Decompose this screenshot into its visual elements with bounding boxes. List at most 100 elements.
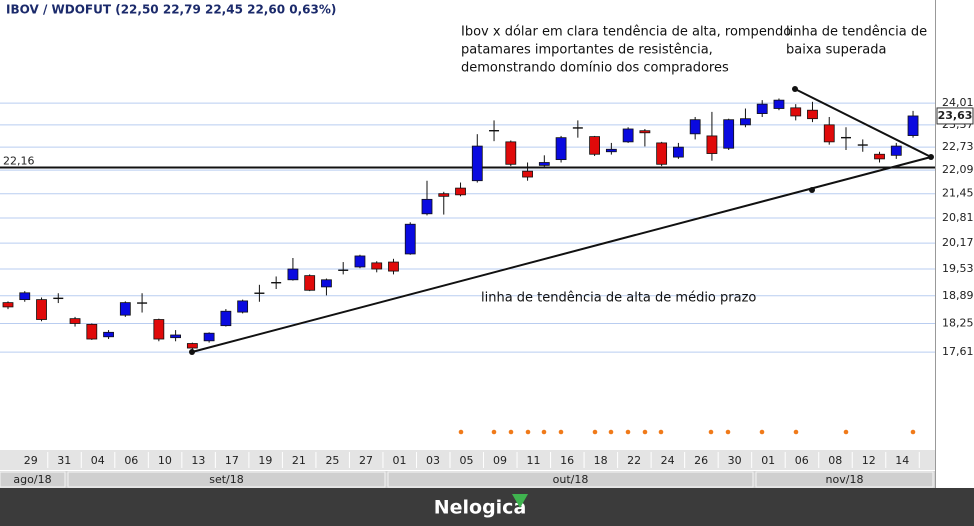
last-price-label: 23,63 (938, 109, 973, 122)
candle-body (103, 331, 114, 338)
brand-logo (512, 494, 528, 508)
x-tick-label: 10 (158, 454, 172, 467)
y-tick-label: 18,89 (942, 289, 974, 302)
candle-body (119, 302, 131, 316)
month-label: nov/18 (826, 473, 864, 486)
candle-body (773, 99, 785, 109)
month-cell (0, 471, 66, 488)
y-tick-label: 20,17 (942, 236, 974, 249)
candle-body (622, 128, 634, 143)
candle-body (689, 119, 701, 135)
y-tick-label: 17,61 (942, 345, 974, 358)
candle-body (522, 170, 533, 178)
x-tick-label: 26 (694, 454, 708, 467)
x-tick-label: 09 (493, 454, 507, 467)
annotation: linha de tendência de (786, 25, 927, 40)
x-tick-label: 21 (292, 454, 306, 467)
annotation: linha de tendência de alta de médio praz… (481, 291, 756, 306)
x-tick-label: 08 (828, 454, 842, 467)
candle-body (706, 135, 718, 154)
y-tick-label: 22,73 (942, 140, 974, 153)
candle-body (605, 148, 617, 153)
candle-body (371, 262, 383, 270)
candle-body (471, 145, 483, 182)
candle-body (321, 279, 332, 288)
x-tick-label: 03 (426, 454, 440, 467)
month-cell (755, 471, 934, 488)
y-tick-label: 22,09 (942, 163, 974, 176)
candle-body (723, 119, 735, 149)
x-tick-label: 27 (359, 454, 373, 467)
month-label: out/18 (553, 473, 589, 486)
x-tick-label: 22 (627, 454, 641, 467)
x-tick-label: 06 (124, 454, 138, 467)
x-tick-label: 01 (761, 454, 775, 467)
candle-body (890, 145, 902, 156)
signals (458, 429, 916, 435)
annotation: demonstrando domínio dos compradores (461, 61, 729, 76)
candle-body (907, 115, 919, 136)
candle-body (19, 292, 31, 301)
trend-line-down (794, 88, 932, 158)
candle-body (153, 319, 165, 340)
trend-point (809, 187, 815, 193)
candle-body (237, 300, 249, 313)
trend-point (928, 154, 934, 160)
month-cell (67, 471, 386, 488)
x-tick-label: 13 (191, 454, 205, 467)
annotation: patamares importantes de resistência, (461, 43, 713, 58)
candle-body (438, 193, 450, 197)
candle-body (656, 142, 668, 165)
candle-body (421, 198, 433, 215)
candle-body (2, 302, 14, 308)
last-price-box (936, 107, 974, 125)
candle-body (639, 130, 651, 134)
x-tick-label: 06 (795, 454, 809, 467)
y-tick-label: 24,01 (942, 96, 974, 109)
candle-body (555, 137, 567, 161)
x-tick-label: 11 (527, 454, 541, 467)
candle-body (388, 261, 399, 272)
support-label: 22,16 (3, 155, 35, 168)
trend-point (792, 86, 798, 92)
candle-body (790, 107, 802, 117)
x-tick-label: 30 (728, 454, 742, 467)
y-tick-label: 18,25 (942, 316, 974, 329)
x-tick-label: 04 (91, 454, 105, 467)
date-axis (0, 450, 935, 470)
grid (0, 102, 935, 353)
annotation: Ibov x dólar em clara tendência de alta,… (461, 25, 791, 40)
candle-body (69, 318, 81, 324)
candle-body (404, 223, 416, 255)
candle-body (756, 103, 768, 114)
trend-line-up (191, 156, 932, 353)
candle-body (807, 109, 818, 120)
candle-body (220, 310, 232, 327)
candle-body (823, 124, 835, 143)
candle-body (505, 141, 517, 165)
candle-body (874, 153, 885, 160)
candle-body (36, 299, 47, 320)
x-tick-label: 19 (258, 454, 272, 467)
candle-body (589, 136, 600, 155)
candle-body (673, 146, 684, 158)
x-tick-label: 24 (661, 454, 675, 467)
brand: Nelogica (434, 497, 527, 519)
candle-body (203, 332, 215, 342)
x-tick-label: 25 (325, 454, 339, 467)
candle-body (287, 268, 299, 281)
chart-title: IBOV / WDOFUT (22,50 22,79 22,45 22,60 0… (6, 3, 336, 17)
x-tick-label: 29 (24, 454, 38, 467)
x-tick-label: 05 (460, 454, 474, 467)
x-tick-label: 14 (895, 454, 909, 467)
candle-body (304, 275, 316, 291)
x-tick-label: 17 (225, 454, 239, 467)
candle-body (354, 255, 366, 268)
month-cell (387, 471, 754, 488)
y-tick-label: 19,53 (942, 262, 974, 275)
x-tick-label: 31 (57, 454, 71, 467)
candle-body (455, 187, 466, 196)
x-tick-label: 16 (560, 454, 574, 467)
y-tick-label: 21,45 (942, 187, 974, 200)
